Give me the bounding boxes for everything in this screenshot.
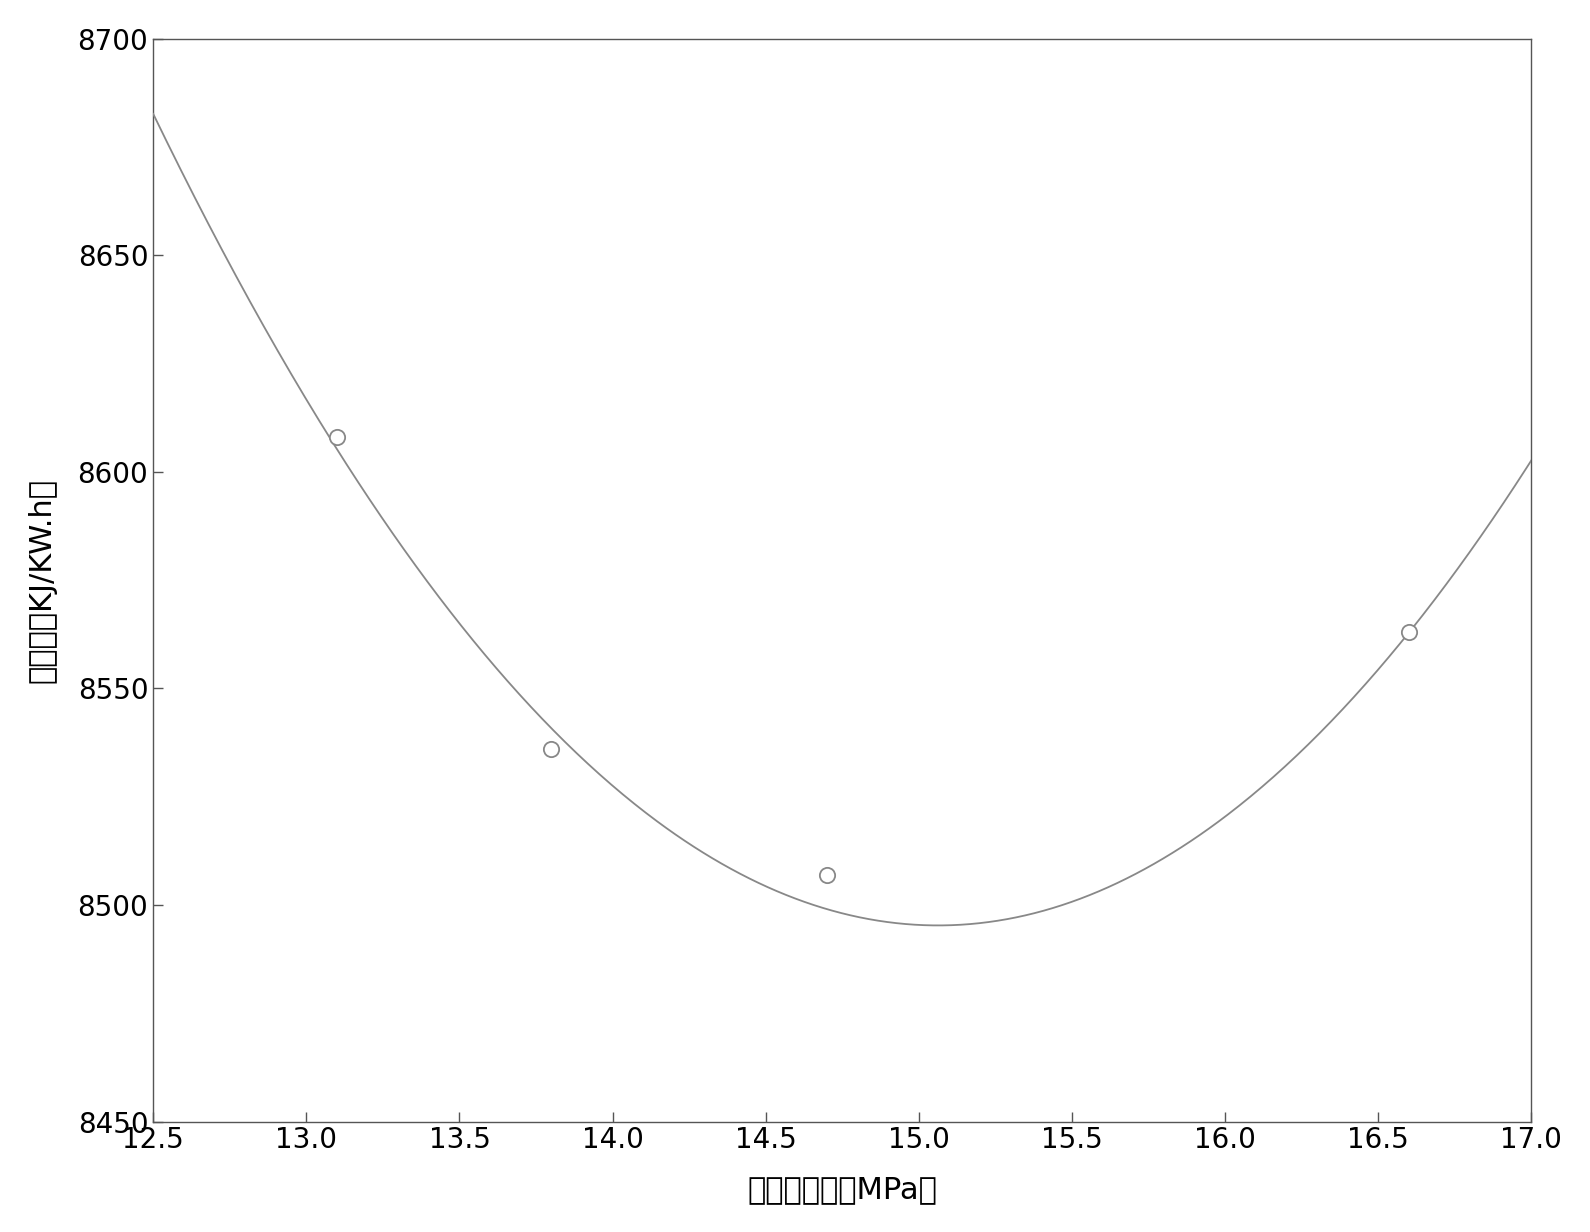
X-axis label: 主蒸汽压力（MPa）: 主蒸汽压力（MPa）	[747, 1175, 937, 1204]
Y-axis label: 热耗値（KJ/KW.h）: 热耗値（KJ/KW.h）	[27, 478, 57, 683]
